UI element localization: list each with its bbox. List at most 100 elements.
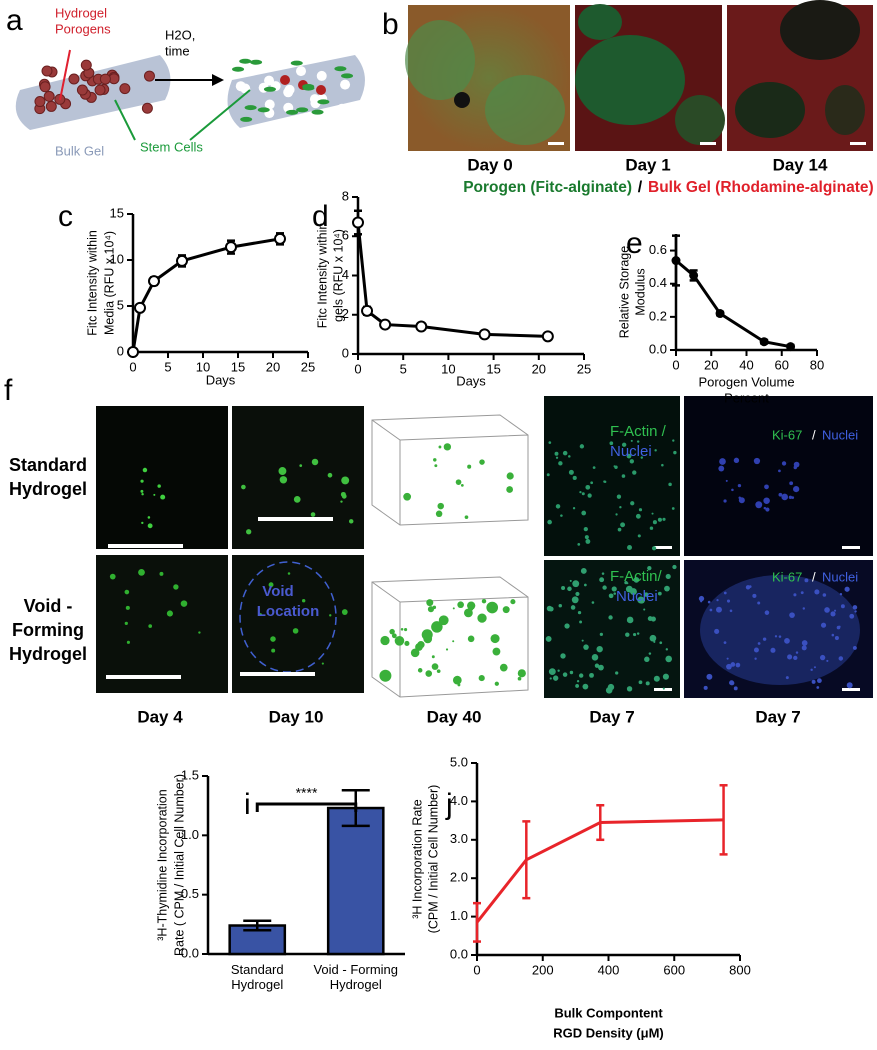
- schematic: [15, 49, 365, 141]
- cell: [635, 513, 641, 519]
- cell: [410, 648, 420, 658]
- stain-label: Nuclei: [822, 427, 858, 442]
- category-box: Standard Hydrogel: [231, 962, 284, 992]
- porogen: [34, 96, 46, 108]
- x-tick-label: 25: [301, 359, 315, 374]
- marker: [786, 342, 796, 352]
- cell: [417, 641, 425, 649]
- schematic-label: H2O,: [165, 27, 195, 42]
- cell: [583, 526, 588, 532]
- porogen: [68, 73, 80, 85]
- cell: [584, 583, 587, 587]
- stain-label: /: [812, 427, 816, 442]
- cell: [706, 673, 713, 680]
- cell: [437, 502, 444, 510]
- porogen: [141, 102, 153, 114]
- cell: [723, 499, 727, 503]
- cell: [613, 592, 616, 595]
- cell: [287, 572, 291, 575]
- marker: [127, 346, 139, 358]
- cell: [598, 664, 604, 671]
- void: [340, 79, 351, 90]
- y-tick-label: 1.5: [181, 767, 199, 782]
- cell: [173, 584, 179, 590]
- x-axis-label: RGD Density (μM): [553, 1025, 664, 1040]
- cell: [431, 621, 443, 633]
- void: [284, 84, 295, 95]
- stem-cell: [296, 107, 309, 113]
- cell: [279, 476, 288, 484]
- cell: [795, 651, 799, 654]
- x-axis-label: Bulk Compontent: [554, 1005, 663, 1020]
- cell: [587, 493, 592, 498]
- cell: [569, 670, 574, 675]
- cell: [813, 666, 816, 669]
- panel-label: a: [6, 4, 23, 37]
- stem-cell: [250, 59, 263, 65]
- cell: [426, 599, 434, 607]
- cell: [630, 588, 637, 596]
- cell: [499, 663, 508, 672]
- panel-label: c: [58, 200, 73, 233]
- cell: [652, 520, 657, 525]
- marker: [379, 318, 392, 331]
- void: [329, 108, 340, 119]
- cell: [153, 493, 156, 496]
- cell: [594, 663, 600, 668]
- cell: [778, 469, 781, 473]
- cell: [389, 628, 395, 635]
- cell: [560, 653, 566, 659]
- void: [316, 70, 327, 81]
- schematic-label: Bulk Gel: [55, 143, 104, 158]
- y-tick-label: 0.5: [181, 886, 199, 901]
- cell: [608, 615, 613, 620]
- y-tick-label: 4.0: [450, 793, 468, 808]
- cell: [764, 610, 770, 615]
- cell: [270, 636, 276, 642]
- x-tick-label: Void - Forming Hydrogel: [313, 962, 399, 992]
- panel-label: b: [382, 8, 399, 41]
- cell: [733, 457, 740, 464]
- cell: [659, 641, 663, 645]
- stem-cell: [317, 99, 330, 105]
- cell: [730, 662, 736, 667]
- cell: [591, 654, 599, 661]
- cell: [585, 484, 591, 490]
- y-axis-label: Fitc Intensity within: [315, 223, 329, 329]
- cell: [166, 610, 173, 617]
- cell: [581, 510, 587, 516]
- cell: [558, 461, 563, 466]
- marker: [415, 320, 428, 333]
- cell: [548, 668, 556, 676]
- stem-cell: [257, 107, 270, 113]
- cell: [723, 591, 727, 595]
- cell: [735, 662, 741, 668]
- cell: [180, 600, 188, 607]
- cell: [778, 492, 783, 497]
- y-axis-label: Relative Storage: [617, 246, 631, 338]
- cell: [753, 457, 761, 465]
- y-tick-label: 0.0: [181, 945, 199, 960]
- day-label: Day 7: [589, 707, 634, 726]
- cell: [341, 493, 347, 499]
- error-bar: [473, 901, 481, 943]
- cell: [506, 472, 514, 480]
- cell: [457, 601, 464, 609]
- x-tick-label: 800: [729, 962, 751, 977]
- cell: [564, 623, 570, 629]
- cell: [574, 582, 579, 587]
- cell: [310, 512, 316, 517]
- marker: [225, 241, 237, 254]
- cell: [738, 497, 745, 504]
- cell: [723, 641, 727, 644]
- x-tick-label: 400: [598, 962, 620, 977]
- porogen: [45, 100, 57, 112]
- cell: [703, 685, 708, 690]
- cell: [596, 645, 603, 653]
- cell: [445, 648, 449, 651]
- y-axis-label: ³H Incorporation Rate: [410, 799, 424, 919]
- bar: [326, 806, 385, 956]
- void-label: Location: [257, 603, 320, 620]
- cell: [615, 513, 618, 516]
- cell: [311, 458, 319, 466]
